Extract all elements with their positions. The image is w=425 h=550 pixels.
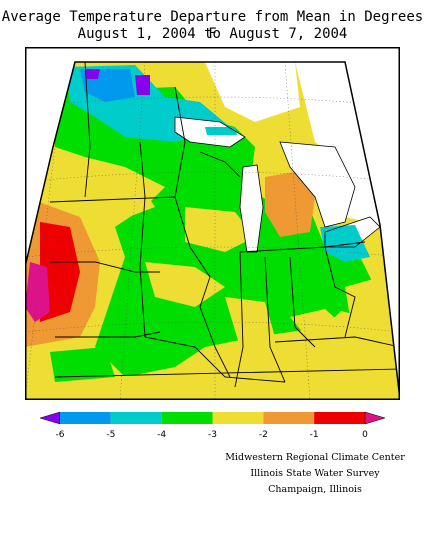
legend-tick-label: -4 bbox=[157, 430, 166, 440]
legend-bar bbox=[40, 411, 385, 425]
legend-swatch bbox=[60, 412, 111, 424]
legend-swatch bbox=[110, 412, 162, 424]
temperature-departure-map bbox=[25, 47, 400, 400]
credit-location: Champaign, Illinois bbox=[268, 484, 362, 495]
legend-swatch bbox=[314, 412, 365, 424]
legend-tick-label: -5 bbox=[106, 430, 115, 440]
legend-ticks: -6-5-4-3-2-101 bbox=[56, 430, 369, 440]
map-outline bbox=[25, 61, 400, 400]
legend-swatch bbox=[263, 412, 315, 424]
legend-arrow-left bbox=[40, 411, 61, 425]
legend-arrow-right bbox=[364, 411, 385, 425]
credit-mrcc: Midwestern Regional Climate Center bbox=[225, 452, 405, 463]
legend-swatch bbox=[212, 412, 264, 424]
legend-swatch bbox=[161, 412, 213, 424]
legend-tick-label: -1 bbox=[310, 430, 319, 440]
date-range-subtitle: August 1, 2004 to August 7, 2004 bbox=[77, 26, 348, 42]
legend-tick-label: -2 bbox=[259, 430, 268, 440]
legend-tick-label: -6 bbox=[56, 430, 65, 440]
credit-isws: Illinois State Water Survey bbox=[250, 468, 380, 479]
map-title: Average Temperature Departure from Mean … bbox=[1, 9, 424, 42]
legend-tick-label: -3 bbox=[208, 430, 217, 440]
legend-tick-label: 0 bbox=[362, 430, 368, 440]
map-frame bbox=[25, 47, 400, 400]
color-legend: -6-5-4-3-2-101 bbox=[40, 411, 385, 440]
